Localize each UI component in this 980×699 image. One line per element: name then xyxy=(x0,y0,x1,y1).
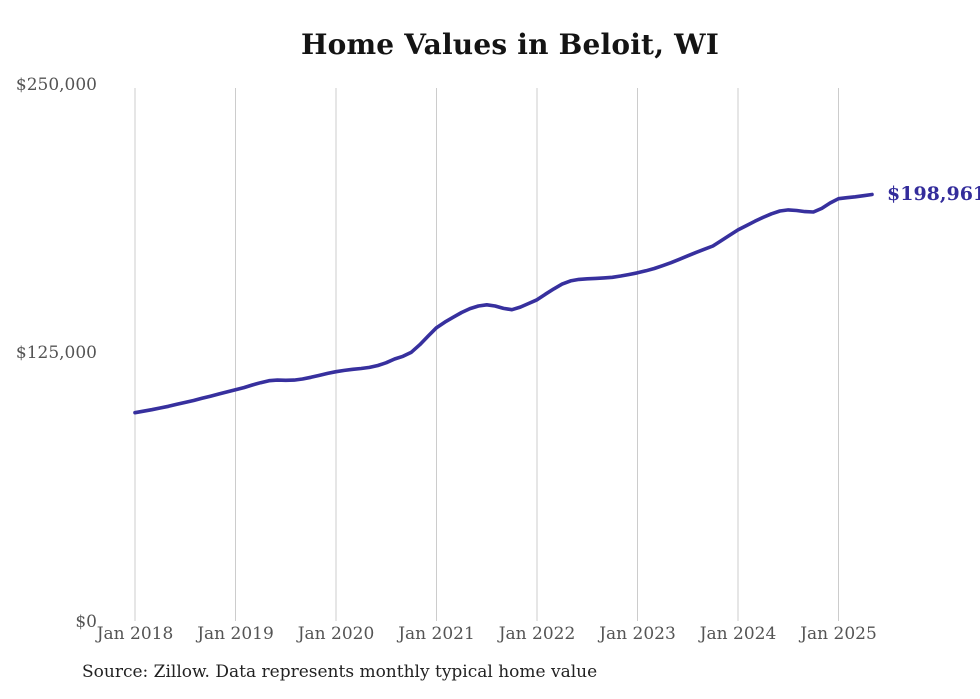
x-tick-label: Jan 2019 xyxy=(197,624,274,644)
home-value-line-series xyxy=(133,192,874,415)
x-tick-label: Jan 2020 xyxy=(297,624,375,644)
chart-title: Home Values in Beloit, WI xyxy=(300,28,720,61)
x-tick-label: Jan 2023 xyxy=(599,624,676,644)
latest-value-label: $198,961 xyxy=(887,182,980,205)
x-tick-label: Jan 2022 xyxy=(498,624,576,644)
gridlines xyxy=(134,88,839,621)
x-tick-label: Jan 2024 xyxy=(699,624,777,644)
y-tick-label: $250,000 xyxy=(15,75,97,95)
x-tick-label: Jan 2021 xyxy=(398,624,475,644)
source-note: Source: Zillow. Data represents monthly … xyxy=(82,662,598,682)
x-tick-label: Jan 2025 xyxy=(800,624,877,644)
y-tick-label: $0 xyxy=(75,611,97,632)
x-tick-label: Jan 2018 xyxy=(96,624,174,644)
y-tick-label: $125,000 xyxy=(15,343,97,364)
